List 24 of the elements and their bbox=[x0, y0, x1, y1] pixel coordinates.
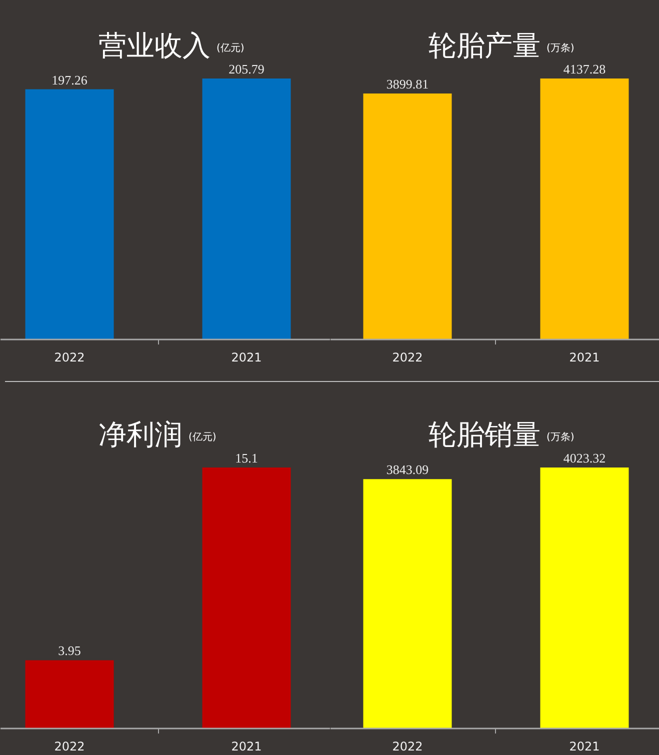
data-label: 3899.81 bbox=[386, 76, 429, 92]
chart-subtitle: (亿元) bbox=[216, 42, 244, 54]
x-tick-label: 2021 bbox=[231, 740, 262, 754]
chart-subtitle: (万条) bbox=[546, 430, 574, 443]
chart-title: 轮胎产量 bbox=[428, 29, 540, 62]
data-label: 197.26 bbox=[52, 72, 88, 88]
data-label: 4023.32 bbox=[563, 450, 606, 466]
data-label: 15.1 bbox=[235, 450, 258, 466]
chart-subtitle: (亿元) bbox=[188, 432, 216, 443]
x-tick-label: 2022 bbox=[54, 350, 85, 364]
chart-title: 轮胎销量 bbox=[428, 418, 540, 452]
chart-title: 净利润 bbox=[98, 418, 182, 452]
chart-title: 营业收入 bbox=[98, 29, 210, 62]
x-tick-label: 2022 bbox=[54, 740, 85, 754]
data-label: 4137.28 bbox=[563, 61, 606, 76]
x-tick-label: 2022 bbox=[392, 350, 423, 364]
data-label: 205.79 bbox=[228, 61, 264, 76]
data-label: 3843.09 bbox=[386, 462, 429, 478]
x-tick-label: 2021 bbox=[231, 350, 262, 364]
x-tick-label: 2021 bbox=[569, 740, 600, 754]
x-tick-label: 2022 bbox=[392, 740, 423, 754]
chart-subtitle: (万条) bbox=[546, 42, 574, 54]
data-label: 3.95 bbox=[58, 643, 81, 658]
x-tick-label: 2021 bbox=[569, 350, 600, 364]
